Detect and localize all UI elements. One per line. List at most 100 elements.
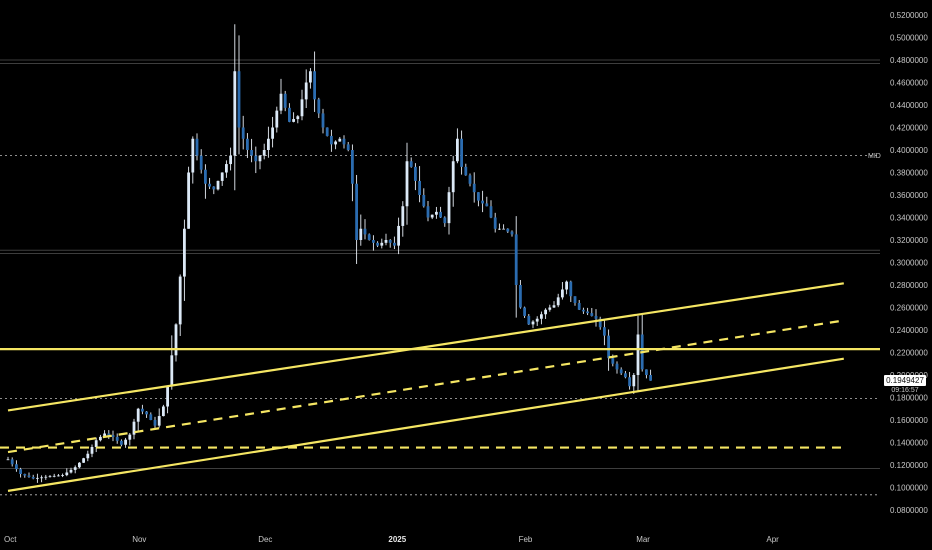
candle-body-141 <box>598 318 602 328</box>
candle-body-133 <box>565 281 568 290</box>
candle-body-122 <box>519 285 522 308</box>
candle-body-91 <box>388 240 392 243</box>
candle-body-107 <box>456 138 459 162</box>
candle-body-111 <box>472 183 476 193</box>
candle-body-73 <box>313 71 316 100</box>
candle-body-95 <box>405 161 409 207</box>
candle-body-5 <box>27 475 31 477</box>
candle-body-21 <box>94 440 98 447</box>
candle-body-40 <box>174 324 178 356</box>
candle-body-79 <box>338 138 342 142</box>
candle-body-17 <box>78 462 81 468</box>
candle-body-76 <box>325 127 329 136</box>
candle-body-64 <box>275 110 279 128</box>
candle-body-123 <box>523 307 526 316</box>
candle-body-112 <box>477 192 480 201</box>
y-tick-16: 0.4000000 <box>890 146 928 155</box>
candle-body-153 <box>649 375 652 381</box>
candle-body-72 <box>309 71 312 83</box>
candle-body-26 <box>115 436 119 441</box>
candle-body-78 <box>334 141 337 145</box>
price-axis: 0.0800000 0.1000000 0.1200000 0.1400000 0.16… <box>890 11 928 515</box>
candle-body-0 <box>6 459 10 461</box>
candle-body-13 <box>61 475 64 476</box>
x-tick-apr: Apr <box>766 535 779 544</box>
candle-body-39 <box>170 355 174 387</box>
candle-body-127 <box>540 314 543 319</box>
candle-body-80 <box>342 138 346 145</box>
candle-body-74 <box>317 99 321 114</box>
candle-body-68 <box>292 119 295 122</box>
candle-body-51 <box>220 172 224 181</box>
candle-body-121 <box>514 234 518 285</box>
candle-body-28 <box>124 439 127 445</box>
candle-body-66 <box>283 93 287 108</box>
candle-body-100 <box>426 206 430 218</box>
candle-body-4 <box>23 474 27 476</box>
candle-body-14 <box>65 472 69 476</box>
candle-body-152 <box>645 369 648 376</box>
candle-body-18 <box>82 458 85 463</box>
candle-body-144 <box>611 358 615 364</box>
candle-body-81 <box>346 144 350 150</box>
candle-body-71 <box>304 82 308 100</box>
candle-body-84 <box>359 228 363 240</box>
candle-body-96 <box>409 161 413 167</box>
candle-body-65 <box>279 93 283 111</box>
candle-body-140 <box>594 315 598 319</box>
y-tick-12: 0.3200000 <box>890 236 928 245</box>
candle-body-55 <box>237 71 241 128</box>
candle-body-131 <box>556 297 560 306</box>
candle-body-148 <box>628 377 631 387</box>
candle-body-126 <box>535 318 539 322</box>
candle-body-67 <box>288 107 291 122</box>
candle-body-136 <box>577 303 581 310</box>
candle-body-62 <box>267 138 270 150</box>
last-price-badge: 0.1949427 <box>884 374 926 386</box>
candle-body-137 <box>582 309 585 312</box>
horizontal-levels: MID <box>0 59 881 496</box>
candle-body-53 <box>229 155 232 165</box>
candle-body-120 <box>510 231 514 235</box>
candle-body-134 <box>569 281 573 297</box>
candle-body-63 <box>271 127 274 139</box>
candle-body-93 <box>397 225 400 246</box>
candle-body-42 <box>183 228 186 277</box>
x-tick-dec: Dec <box>258 535 272 544</box>
candle-body-150 <box>636 334 640 375</box>
candle-body-15 <box>69 469 73 473</box>
candle-body-29 <box>128 434 132 440</box>
candle-body-147 <box>624 373 627 378</box>
y-tick-14: 0.3600000 <box>890 191 928 200</box>
candle-body-34 <box>149 414 153 420</box>
y-tick-18: 0.4400000 <box>890 101 928 110</box>
candle-body-22 <box>99 436 102 441</box>
y-tick-7: 0.2200000 <box>890 349 928 358</box>
y-tick-0: 0.0800000 <box>890 506 928 515</box>
candle-body-6 <box>31 477 35 479</box>
candle-body-43 <box>187 172 190 229</box>
candle-body-101 <box>430 214 434 218</box>
candle-body-98 <box>418 180 421 195</box>
y-tick-4: 0.1600000 <box>890 416 928 425</box>
candle-body-31 <box>136 408 140 422</box>
candle-body-138 <box>586 311 589 314</box>
candle-body-119 <box>506 228 510 232</box>
candle-body-142 <box>603 327 606 336</box>
candle-body-82 <box>351 150 354 184</box>
candle-body-87 <box>372 240 375 243</box>
candle-body-57 <box>246 138 249 150</box>
candle-body-110 <box>468 175 472 184</box>
y-tick-10: 0.2800000 <box>890 281 928 290</box>
y-tick-17: 0.4200000 <box>890 124 928 133</box>
candle-body-23 <box>103 433 106 437</box>
candle-body-92 <box>393 242 396 246</box>
candle-body-33 <box>145 411 148 415</box>
candle-body-47 <box>204 169 207 184</box>
y-tick-8: 0.2400000 <box>890 326 928 335</box>
candle-body-70 <box>300 99 304 117</box>
candle-body-118 <box>502 228 505 230</box>
candle-body-146 <box>619 369 623 374</box>
candle-body-54 <box>233 71 237 156</box>
